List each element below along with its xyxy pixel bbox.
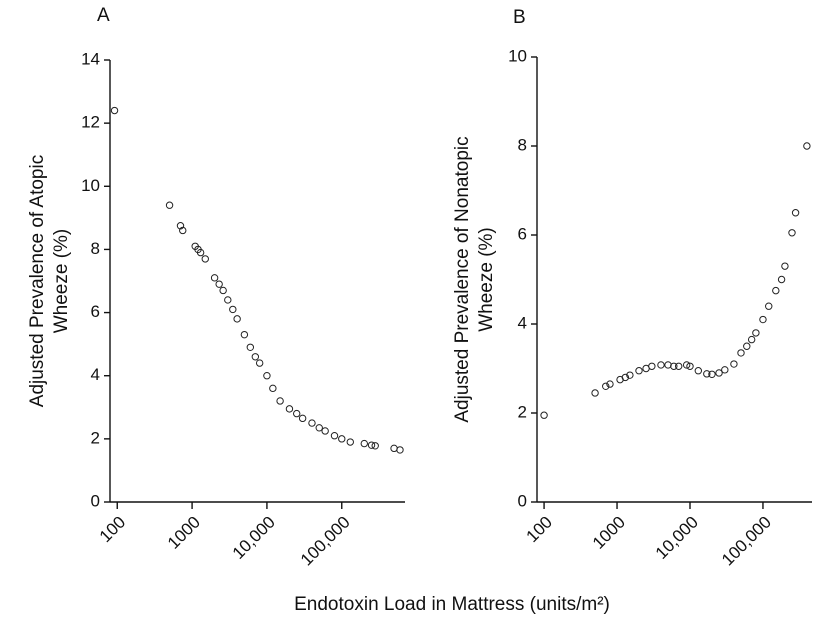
y-axis-label: Wheeze (%) — [51, 229, 72, 334]
y-axis-label: Adjusted Prevalence of Nonatopic — [452, 136, 473, 422]
data-point — [670, 362, 678, 370]
data-point — [737, 349, 745, 357]
data-point — [263, 372, 271, 380]
data-point — [752, 329, 760, 337]
panel-label: B — [513, 7, 526, 28]
data-point — [338, 435, 346, 443]
data-point — [635, 367, 643, 375]
data-point — [321, 427, 329, 435]
data-point — [201, 255, 209, 263]
data-point — [759, 315, 767, 324]
data-point — [602, 382, 610, 390]
data-point — [777, 275, 786, 284]
y-tick-label: 2 — [91, 428, 100, 447]
data-point — [708, 370, 716, 378]
data-point — [176, 222, 185, 230]
data-point — [276, 397, 284, 405]
data-point — [110, 106, 119, 115]
x-axis-label: Endotoxin Load in Mattress (units/m²) — [294, 594, 610, 615]
data-point — [346, 438, 354, 446]
data-point — [626, 371, 634, 379]
y-tick-label: 2 — [518, 402, 527, 421]
y-tick-label: 4 — [91, 365, 100, 384]
data-point — [246, 343, 255, 351]
data-point — [765, 302, 773, 310]
y-tick-label: 12 — [81, 113, 100, 132]
data-point — [791, 209, 800, 217]
data-point — [251, 353, 260, 361]
data-point — [743, 342, 751, 350]
data-point — [240, 330, 249, 339]
data-point — [715, 369, 723, 377]
y-axis-label: Wheeze (%) — [476, 227, 497, 332]
y-tick-label: 4 — [518, 313, 527, 332]
data-point — [165, 201, 174, 209]
data-point — [747, 335, 756, 344]
data-point — [315, 424, 323, 432]
y-tick-label: 0 — [518, 491, 527, 510]
data-point — [540, 411, 548, 419]
data-point — [396, 446, 404, 454]
data-point — [772, 286, 780, 295]
data-point — [210, 274, 219, 282]
data-point — [308, 419, 316, 427]
data-point — [285, 405, 294, 413]
data-point — [367, 441, 376, 449]
data-point — [694, 367, 703, 375]
data-point — [788, 229, 796, 237]
data-point — [674, 362, 683, 370]
data-point — [233, 315, 241, 323]
y-axis-label: Adjusted Prevalence of Atopic — [27, 155, 48, 407]
data-point — [686, 362, 694, 370]
data-point — [803, 142, 811, 150]
data-point — [293, 409, 301, 418]
data-point — [703, 370, 711, 378]
y-tick-label: 8 — [91, 239, 100, 258]
y-tick-label: 8 — [518, 135, 527, 154]
data-point — [330, 432, 339, 440]
data-point — [730, 360, 738, 368]
data-point — [606, 380, 614, 388]
data-point — [657, 361, 665, 369]
data-point — [360, 439, 368, 448]
y-tick-label: 6 — [518, 224, 527, 243]
data-point — [298, 414, 307, 423]
y-tick-label: 6 — [91, 302, 100, 321]
y-tick-label: 10 — [508, 46, 527, 65]
data-point — [371, 442, 379, 450]
data-point — [224, 296, 232, 304]
data-point — [196, 248, 205, 257]
panel-label: A — [97, 5, 110, 26]
y-tick-label: 0 — [91, 491, 100, 510]
data-point — [621, 373, 630, 382]
data-point — [215, 280, 223, 288]
data-point — [648, 362, 656, 370]
y-tick-label: 14 — [81, 49, 100, 68]
data-point — [781, 262, 789, 270]
data-point — [591, 389, 599, 397]
data-point — [255, 359, 264, 367]
data-point — [179, 226, 187, 235]
data-point — [269, 384, 277, 393]
y-tick-label: 10 — [81, 176, 100, 195]
data-point — [229, 305, 237, 314]
data-point — [219, 286, 227, 295]
data-point — [682, 361, 691, 369]
data-point — [721, 366, 729, 374]
